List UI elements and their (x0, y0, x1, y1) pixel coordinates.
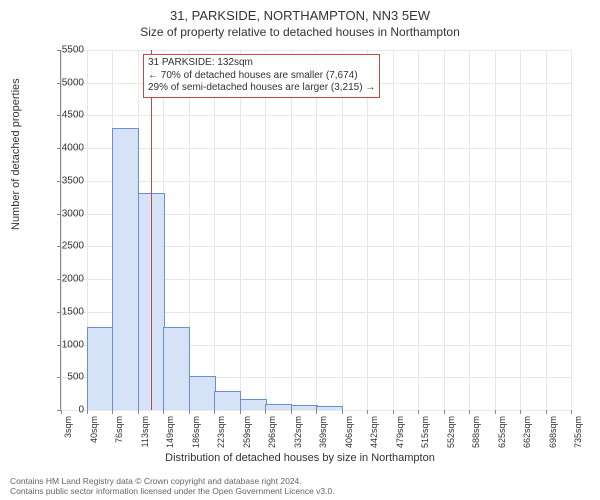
footer-line-2: Contains public sector information licen… (10, 486, 335, 496)
x-tick-label: 113sqm (140, 416, 150, 447)
x-tick-mark (163, 410, 164, 414)
grid-line-v (342, 50, 343, 410)
x-tick-label: 479sqm (395, 416, 405, 448)
x-tick-label: 406sqm (344, 416, 354, 448)
y-tick-label: 2500 (44, 241, 84, 252)
x-tick-mark (87, 410, 88, 414)
grid-line-v (418, 50, 419, 410)
x-tick-mark (189, 410, 190, 414)
footer-line-1: Contains HM Land Registry data © Crown c… (10, 476, 335, 486)
annotation-line: ← 70% of detached houses are smaller (7,… (148, 70, 375, 83)
grid-line-v (61, 50, 62, 410)
x-tick-mark (546, 410, 547, 414)
x-tick-mark (571, 410, 572, 414)
x-tick-mark (265, 410, 266, 414)
x-tick-label: 552sqm (446, 416, 456, 448)
x-tick-label: 149sqm (165, 416, 175, 448)
x-tick-label: 332sqm (293, 416, 303, 448)
x-axis-label: Distribution of detached houses by size … (0, 452, 600, 464)
y-tick-label: 500 (44, 372, 84, 383)
chart-subtitle: Size of property relative to detached ho… (0, 23, 600, 39)
grid-line-v (520, 50, 521, 410)
x-tick-label: 588sqm (471, 416, 481, 448)
x-tick-label: 186sqm (191, 416, 201, 448)
histogram-bar (112, 128, 139, 410)
grid-line-v (214, 50, 215, 410)
y-tick-label: 4500 (44, 110, 84, 121)
x-tick-mark (418, 410, 419, 414)
x-tick-mark (520, 410, 521, 414)
histogram-bar (189, 376, 216, 410)
y-tick-label: 5500 (44, 45, 84, 56)
x-tick-label: 698sqm (548, 416, 558, 448)
grid-line-v (495, 50, 496, 410)
x-tick-label: 40sqm (89, 416, 99, 443)
y-tick-label: 2000 (44, 274, 84, 285)
y-axis-label: Number of detached properties (10, 78, 22, 230)
x-tick-mark (112, 410, 113, 414)
plot-area: 31 PARKSIDE: 132sqm← 70% of detached hou… (60, 50, 571, 411)
x-tick-label: 3sqm (63, 416, 73, 438)
x-tick-mark (138, 410, 139, 414)
histogram-bar (291, 405, 318, 410)
y-tick-label: 0 (44, 405, 84, 416)
x-tick-mark (291, 410, 292, 414)
histogram-bar (163, 327, 190, 410)
x-tick-mark (367, 410, 368, 414)
histogram-bar (87, 327, 114, 410)
x-tick-label: 369sqm (318, 416, 328, 448)
x-tick-label: 223sqm (216, 416, 226, 448)
y-tick-label: 3000 (44, 208, 84, 219)
chart-area: 31 PARKSIDE: 132sqm← 70% of detached hou… (60, 50, 570, 410)
chart-container: 31, PARKSIDE, NORTHAMPTON, NN3 5EW Size … (0, 0, 600, 500)
footer-attribution: Contains HM Land Registry data © Crown c… (10, 476, 335, 496)
annotation-box: 31 PARKSIDE: 132sqm← 70% of detached hou… (143, 54, 380, 98)
grid-line-v (546, 50, 547, 410)
x-tick-label: 296sqm (267, 416, 277, 448)
y-tick-label: 3500 (44, 175, 84, 186)
y-tick-label: 5000 (44, 77, 84, 88)
x-tick-mark (444, 410, 445, 414)
x-tick-label: 442sqm (369, 416, 379, 448)
x-tick-mark (342, 410, 343, 414)
x-tick-label: 76sqm (114, 416, 124, 443)
x-tick-label: 259sqm (242, 416, 252, 448)
grid-line-v (367, 50, 368, 410)
y-tick-label: 4000 (44, 143, 84, 154)
x-tick-label: 625sqm (497, 416, 507, 448)
x-tick-label: 662sqm (522, 416, 532, 448)
x-tick-mark (495, 410, 496, 414)
histogram-bar (265, 404, 292, 410)
x-tick-mark (316, 410, 317, 414)
y-tick-label: 1000 (44, 339, 84, 350)
x-tick-mark (214, 410, 215, 414)
y-tick-label: 1500 (44, 306, 84, 317)
x-tick-mark (240, 410, 241, 414)
marker-line (151, 50, 152, 410)
grid-line-v (240, 50, 241, 410)
grid-line-v (444, 50, 445, 410)
grid-line-v (291, 50, 292, 410)
grid-line-v (265, 50, 266, 410)
grid-line-v (316, 50, 317, 410)
x-tick-label: 735sqm (573, 416, 583, 448)
x-tick-mark (393, 410, 394, 414)
annotation-line: 31 PARKSIDE: 132sqm (148, 57, 375, 70)
grid-line-v (469, 50, 470, 410)
histogram-bar (240, 399, 267, 410)
grid-line-v (393, 50, 394, 410)
histogram-bar (316, 406, 343, 410)
histogram-bar (214, 391, 241, 410)
chart-title: 31, PARKSIDE, NORTHAMPTON, NN3 5EW (0, 0, 600, 23)
x-tick-label: 515sqm (420, 416, 430, 448)
grid-line-v (571, 50, 572, 410)
annotation-line: 29% of semi-detached houses are larger (… (148, 82, 375, 95)
x-tick-mark (469, 410, 470, 414)
